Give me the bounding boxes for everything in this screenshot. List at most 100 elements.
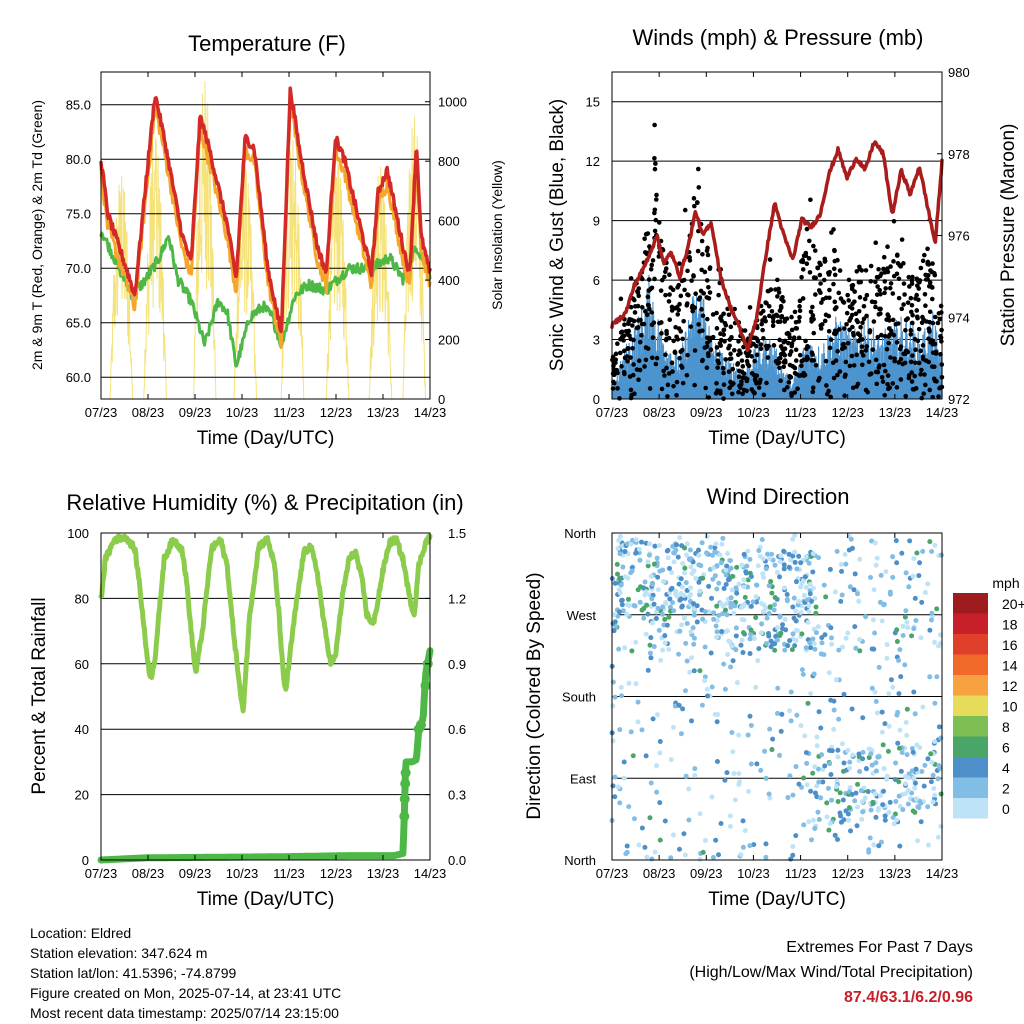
direction-dot — [803, 750, 809, 756]
direction-dot — [911, 556, 917, 562]
direction-dot — [780, 626, 786, 632]
precip-dot — [400, 767, 411, 778]
gust-dot — [913, 347, 918, 353]
x-tick-label: 10/23 — [226, 866, 259, 881]
direction-dot — [747, 713, 753, 719]
direction-dot — [689, 655, 695, 661]
gust-dot — [914, 308, 920, 313]
gust-dot — [926, 336, 931, 341]
gust-dot — [631, 318, 637, 324]
y2-tick-label: 980 — [948, 65, 970, 80]
direction-dot — [820, 779, 826, 785]
direction-dot — [777, 752, 783, 758]
gust-dot — [792, 370, 798, 376]
legend-label: 0 — [1002, 801, 1010, 817]
gust-dot — [777, 319, 783, 324]
direction-dot — [779, 711, 785, 717]
y2-tick-label: 0.0 — [448, 853, 466, 868]
gust-dot — [652, 166, 658, 172]
direction-dot — [760, 571, 766, 577]
gust-dot — [710, 334, 716, 340]
gust-dot — [826, 328, 832, 334]
gust-dot — [665, 394, 670, 399]
gust-dot — [749, 354, 754, 359]
gust-dot — [726, 312, 732, 318]
gust-dot — [807, 270, 813, 275]
gust-dot — [736, 374, 742, 380]
direction-dot — [714, 758, 720, 764]
gust-dot — [895, 321, 901, 326]
direction-dot — [839, 741, 845, 747]
direction-dot — [682, 565, 688, 571]
direction-dot — [666, 646, 672, 652]
gust-dot — [782, 352, 788, 358]
direction-dot — [793, 618, 799, 624]
gust-dot — [646, 277, 652, 282]
gust-dot — [716, 292, 721, 298]
direction-dot — [654, 789, 660, 795]
direction-dot — [790, 631, 796, 637]
gust-dot — [778, 344, 784, 349]
direction-dot — [684, 620, 690, 626]
gust-dot — [695, 248, 701, 254]
direction-dot — [859, 816, 865, 822]
x-tick-label: 08/23 — [643, 405, 676, 420]
legend-label: 12 — [1002, 678, 1018, 694]
gust-dot — [704, 365, 710, 371]
direction-dot — [633, 681, 639, 687]
direction-dot — [912, 595, 918, 601]
x-tick-label: 13/23 — [367, 866, 400, 881]
direction-dot — [683, 580, 689, 586]
gust-dot — [840, 342, 846, 347]
gust-dot — [652, 276, 657, 282]
direction-dot — [848, 536, 854, 542]
gust-dot — [718, 337, 724, 343]
gust-dot — [695, 166, 701, 172]
gust-dot — [615, 341, 620, 347]
direction-dot — [813, 610, 819, 616]
precip-line — [97, 647, 434, 864]
gust-dot — [736, 368, 742, 374]
x-tick-label: 10/23 — [737, 866, 770, 881]
direction-dot — [768, 638, 774, 644]
gust-dot — [740, 391, 745, 397]
direction-dot — [763, 854, 769, 860]
direction-dot — [802, 733, 808, 739]
direction-dot — [625, 596, 631, 602]
direction-dot — [918, 800, 924, 806]
direction-dot — [839, 568, 845, 574]
y2-tick-label: 978 — [948, 147, 970, 162]
gust-dot — [809, 358, 814, 363]
direction-dot — [878, 572, 884, 578]
direction-dot — [931, 786, 937, 792]
gust-dot — [641, 321, 647, 327]
gust-dot — [880, 379, 886, 384]
gust-dot — [836, 290, 842, 296]
gust-dot — [650, 335, 656, 340]
gust-dot — [876, 365, 882, 370]
gust-dot — [882, 333, 888, 339]
gust-dot — [615, 370, 620, 376]
direction-dot — [644, 602, 650, 608]
direction-dot — [769, 590, 775, 596]
gust-dot — [668, 285, 674, 290]
direction-dot — [859, 799, 865, 805]
gust-dot — [667, 272, 672, 278]
gust-dot — [628, 304, 634, 310]
gust-dot — [915, 315, 920, 321]
gust-dot — [863, 348, 869, 353]
direction-dot — [629, 648, 635, 654]
legend-swatch — [953, 593, 988, 614]
gust-dot — [625, 358, 630, 364]
direction-dot — [714, 603, 720, 609]
x-tick-label: 07/23 — [85, 405, 118, 420]
direction-dot — [648, 573, 654, 579]
direction-dot — [871, 587, 877, 593]
y-tick-label: 60 — [75, 657, 89, 672]
gust-dot — [896, 360, 902, 365]
direction-dot — [855, 804, 861, 810]
direction-dot — [635, 719, 641, 725]
direction-dot — [837, 790, 843, 796]
direction-dot — [663, 601, 669, 607]
direction-dot — [911, 775, 917, 781]
